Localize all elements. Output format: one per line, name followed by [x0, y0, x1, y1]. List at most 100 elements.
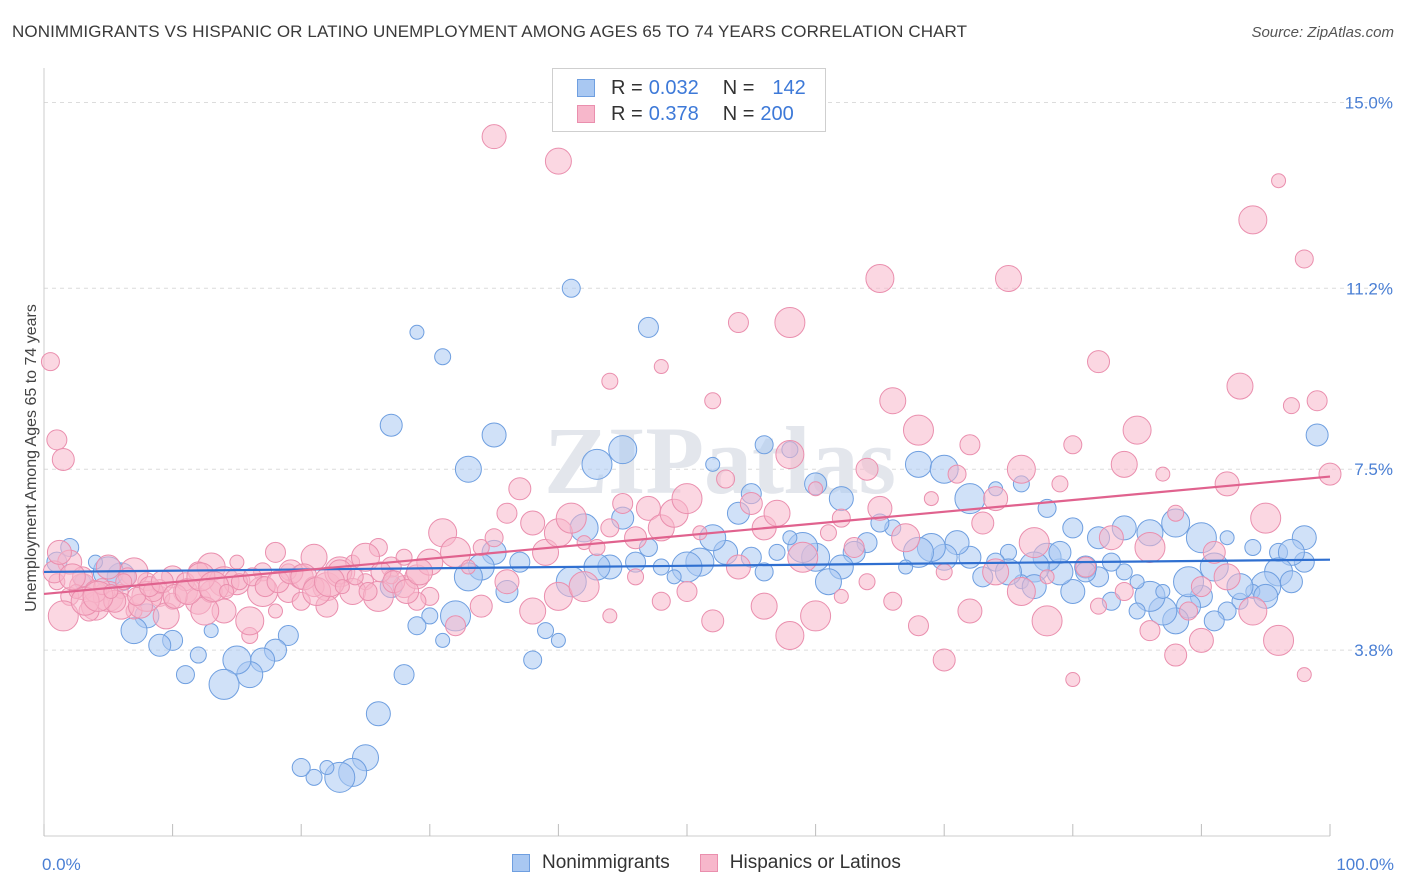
hispanics-point	[1226, 372, 1254, 400]
nonimmigrants-point	[203, 623, 219, 639]
hispanics-point	[229, 554, 245, 570]
nonimmigrants-point	[1279, 570, 1303, 594]
hispanics-point	[932, 648, 956, 672]
nonimmigrants-point	[175, 665, 195, 685]
nonimmigrants-point	[305, 768, 323, 786]
hispanics-point	[858, 573, 876, 591]
hispanics-point	[58, 563, 86, 591]
hispanics-point	[1075, 556, 1097, 578]
nonimmigrants-point	[898, 559, 914, 575]
hispanics-point	[519, 597, 547, 625]
hispanics-point	[971, 511, 995, 535]
hispanics-point	[484, 528, 504, 548]
hispanics-point	[1065, 672, 1081, 688]
legend-swatch-hispanics	[577, 105, 595, 123]
legend-n-label: N =	[722, 76, 755, 99]
nonimmigrants-trend-line	[43, 558, 1331, 574]
hispanics-point	[891, 523, 921, 553]
hispanics-point	[1296, 667, 1312, 683]
hispanics-point	[653, 359, 669, 375]
hispanics-point	[555, 502, 587, 534]
hispanics-point	[1238, 205, 1268, 235]
hispanics-point	[346, 568, 364, 586]
hispanics-point	[750, 592, 778, 620]
hispanics-point	[494, 569, 520, 595]
trend-lines	[43, 475, 1331, 596]
legend-n-label: N =	[722, 102, 755, 125]
hispanics-point	[725, 554, 751, 580]
y-tick-label: 15.0%	[1345, 93, 1393, 112]
hispanics-point	[1039, 569, 1055, 585]
hispanics-point	[879, 387, 907, 415]
legend-n-value: 200	[760, 102, 794, 125]
nonimmigrants-point	[421, 607, 439, 625]
nonimmigrants-point	[1048, 540, 1072, 564]
hispanics-point	[923, 491, 939, 507]
hispanics-point	[704, 392, 722, 410]
x-tick-label: 100.0%	[1336, 855, 1394, 874]
nonimmigrants-point	[379, 413, 403, 437]
y-tick-label: 7.5%	[1354, 460, 1393, 479]
hispanics-point	[1167, 504, 1185, 522]
hispanics-point	[406, 558, 434, 586]
hispanics-point	[51, 447, 75, 471]
legend-r-label: R =	[611, 76, 643, 99]
x-tick-label: 0.0%	[42, 855, 81, 874]
hispanics-point	[775, 440, 805, 470]
nonimmigrants-point	[1244, 538, 1262, 556]
hispanics-point	[1155, 466, 1171, 482]
hispanics-point	[819, 524, 837, 542]
hispanics-point	[1188, 627, 1214, 653]
nonimmigrants-point	[1305, 423, 1329, 447]
nonimmigrants-point	[1129, 574, 1145, 590]
nonimmigrants-point	[481, 422, 507, 448]
hispanics-point	[1213, 563, 1241, 591]
hispanics-point	[394, 578, 420, 604]
hispanics-point	[775, 620, 805, 650]
nonimmigrants-point	[550, 632, 566, 648]
nonimmigrants-point	[1155, 583, 1171, 599]
nonimmigrants-point	[705, 456, 721, 472]
hispanics-point	[716, 469, 736, 489]
hispanics-point	[1122, 415, 1152, 445]
hispanics-point	[601, 372, 619, 390]
hispanics-point	[1063, 435, 1083, 455]
hispanics-point	[1179, 601, 1199, 621]
bottom-legend-swatch-nonimmigrants	[512, 854, 530, 872]
nonimmigrants-point	[537, 622, 555, 640]
hispanics-point	[676, 580, 698, 602]
nonimmigrants-point	[561, 278, 581, 298]
hispanics-point	[600, 518, 620, 538]
hispanics-point	[1134, 531, 1166, 563]
y-tick-label: 11.2%	[1346, 279, 1393, 298]
nonimmigrants-point	[1115, 563, 1133, 581]
bottom-legend-swatch-hispanics	[699, 854, 718, 872]
y-tick-labels: 3.8% 7.5% 11.2% 15.0%	[1345, 93, 1393, 660]
hispanics-point	[624, 526, 648, 550]
hispanics-point	[865, 264, 895, 294]
hispanics-point	[959, 434, 981, 456]
hispanics-point	[1164, 643, 1188, 667]
hispanics-point	[1051, 475, 1069, 493]
legend-r-label: R =	[611, 102, 643, 125]
hispanics-point	[543, 581, 573, 611]
chart-source: Source: ZipAtlas.com	[1251, 24, 1394, 41]
hispanics-point	[1238, 596, 1268, 626]
hispanics-point	[1110, 450, 1138, 478]
nonimmigrants-point	[435, 632, 451, 648]
hispanics-point	[95, 554, 121, 580]
hispanics-point	[907, 615, 929, 637]
y-axis-label: Unemployment Among Ages 65 to 74 years	[23, 304, 40, 612]
nonimmigrants-point	[222, 645, 252, 675]
hispanics-point	[983, 486, 1009, 512]
hispanics-point	[1190, 576, 1212, 598]
hispanics-point	[334, 579, 350, 595]
hispanics-point	[651, 591, 671, 611]
hispanics-point	[508, 477, 532, 501]
hispanics-point	[267, 603, 283, 619]
nonimmigrants-point	[581, 448, 613, 480]
legend-row-hispanics: R = 0.378 N = 200	[577, 101, 794, 127]
hispanics-point	[883, 591, 903, 611]
chart-title: NONIMMIGRANTS VS HISPANIC OR LATINO UNEM…	[12, 22, 968, 41]
hispanics-point	[469, 594, 493, 618]
